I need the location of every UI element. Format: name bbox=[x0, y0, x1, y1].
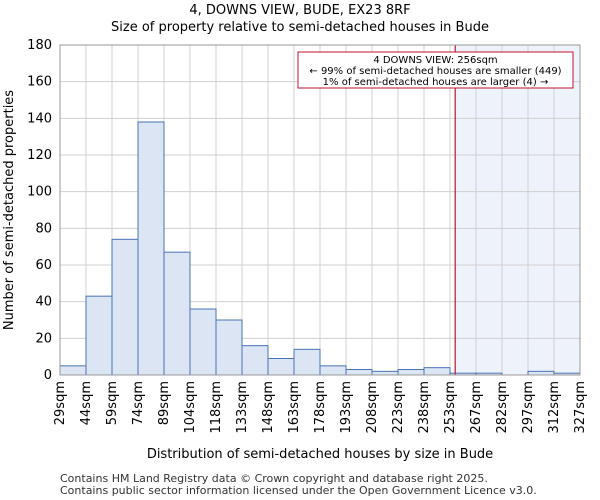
annotation-frame bbox=[297, 51, 574, 89]
y-tick-label: 20 bbox=[35, 331, 52, 346]
x-tick-label: 267sqm bbox=[469, 381, 484, 434]
x-tick-label: 44sqm bbox=[79, 381, 94, 425]
x-tick-label: 163sqm bbox=[287, 381, 302, 434]
histogram-bar bbox=[59, 365, 87, 376]
x-tick-label: 59sqm bbox=[105, 381, 120, 425]
x-tick-label: 327sqm bbox=[573, 381, 588, 434]
histogram-bar bbox=[267, 358, 295, 376]
x-tick-label: 104sqm bbox=[183, 381, 198, 434]
histogram-bar bbox=[423, 367, 451, 376]
x-tick-label: 223sqm bbox=[391, 381, 406, 434]
annotation-line-1: 4 DOWNS VIEW: 256sqm bbox=[373, 55, 497, 66]
y-tick-label: 80 bbox=[35, 221, 52, 236]
x-tick-label: 148sqm bbox=[261, 381, 276, 434]
x-tick-label: 89sqm bbox=[157, 381, 172, 425]
annotation-box: 4 DOWNS VIEW: 256sqm ← 99% of semi-detac… bbox=[297, 51, 574, 89]
y-tick-label: 40 bbox=[35, 295, 52, 310]
x-tick-label: 297sqm bbox=[521, 381, 536, 434]
x-tick-label: 282sqm bbox=[495, 381, 510, 434]
histogram-bar bbox=[163, 251, 191, 376]
histogram-bar bbox=[241, 345, 269, 376]
y-tick-label: 100 bbox=[27, 185, 52, 200]
histogram-bar bbox=[189, 308, 217, 376]
histogram-bar bbox=[85, 295, 113, 376]
larger-region-highlight bbox=[455, 45, 580, 375]
chart-title: 4, DOWNS VIEW, BUDE, EX23 8RF bbox=[189, 3, 411, 18]
histogram-bar bbox=[215, 319, 243, 376]
histogram-bar bbox=[319, 365, 347, 376]
annotation-line-2: ← 99% of semi-detached houses are smalle… bbox=[309, 66, 561, 77]
x-tick-label: 238sqm bbox=[417, 381, 432, 434]
footer-copyright: Contains HM Land Registry data © Crown c… bbox=[60, 472, 488, 485]
histogram-bar bbox=[397, 369, 425, 376]
y-axis-label: Number of semi-detached properties bbox=[2, 90, 17, 330]
y-tick-label: 0 bbox=[44, 368, 52, 383]
x-tick-label: 312sqm bbox=[547, 381, 562, 434]
x-tick-label: 208sqm bbox=[365, 381, 380, 434]
x-tick-label: 253sqm bbox=[443, 381, 458, 434]
x-tick-label: 178sqm bbox=[313, 381, 328, 434]
y-tick-label: 180 bbox=[27, 38, 52, 53]
annotation-line-3: 1% of semi-detached houses are larger (4… bbox=[323, 77, 549, 88]
histogram-bar bbox=[293, 348, 321, 376]
x-tick-label: 133sqm bbox=[235, 381, 250, 434]
x-tick-label: 193sqm bbox=[339, 381, 354, 434]
footer-licence: Contains public sector information licen… bbox=[60, 484, 537, 497]
y-tick-label: 140 bbox=[27, 111, 52, 126]
y-tick-label: 120 bbox=[27, 148, 52, 163]
y-tick-label: 160 bbox=[27, 75, 52, 90]
histogram-bar bbox=[345, 369, 373, 376]
x-tick-label: 29sqm bbox=[53, 381, 68, 425]
plot-frame bbox=[59, 44, 581, 376]
chart-subtitle: Size of property relative to semi-detach… bbox=[111, 20, 489, 35]
histogram-bar bbox=[371, 370, 399, 376]
histogram-bar bbox=[527, 370, 555, 376]
x-axis-label: Distribution of semi-detached houses by … bbox=[147, 447, 493, 462]
histogram-bar bbox=[111, 238, 139, 376]
x-tick-label: 74sqm bbox=[131, 381, 146, 425]
y-tick-label: 60 bbox=[35, 258, 52, 273]
histogram-bar bbox=[137, 121, 165, 376]
x-tick-label: 118sqm bbox=[209, 381, 224, 434]
